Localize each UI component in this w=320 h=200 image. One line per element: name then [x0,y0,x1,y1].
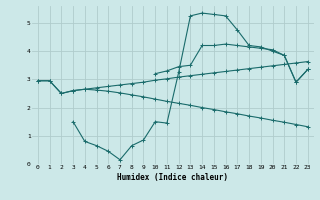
X-axis label: Humidex (Indice chaleur): Humidex (Indice chaleur) [117,173,228,182]
